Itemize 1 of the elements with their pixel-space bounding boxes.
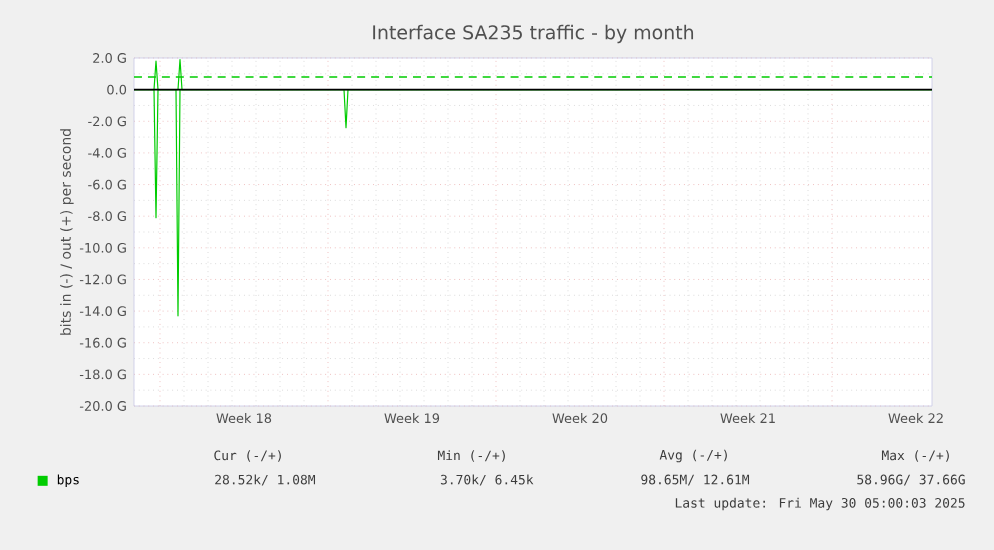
chart-title: Interface SA235 traffic - by month — [373, 24, 694, 44]
